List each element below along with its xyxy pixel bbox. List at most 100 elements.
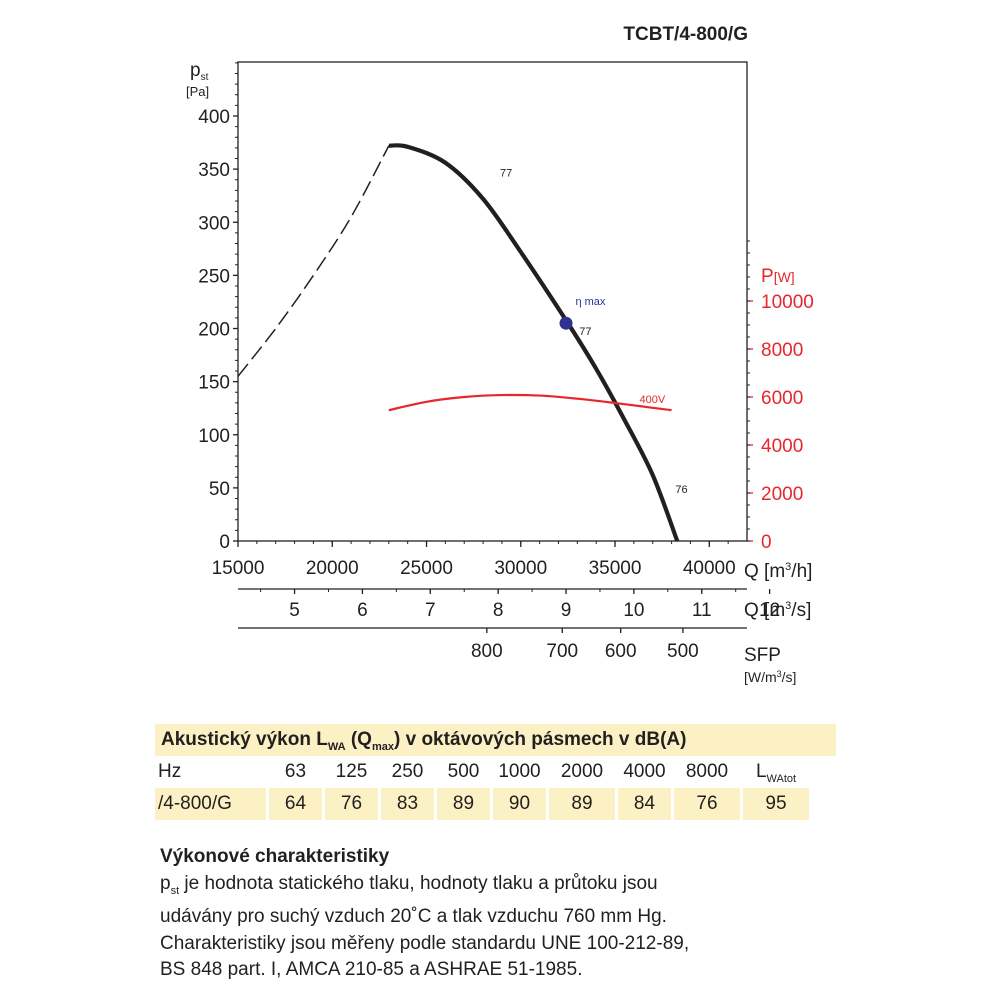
x-axis-label-m3h: Q [m3/h]: [744, 561, 812, 582]
sfp-unit-a: [W/m: [744, 669, 777, 685]
x-sfp-tick-label: 500: [667, 641, 699, 662]
x-m3s-tick-label: 10: [623, 600, 644, 621]
table-cell: /4-800/G: [155, 788, 266, 820]
y-left-unit: [Pa]: [186, 84, 209, 99]
table-header-cell: 125: [335, 761, 368, 782]
annotation-label: η max: [575, 296, 605, 308]
y-right-tick-label: 4000: [761, 436, 803, 457]
annotation-label: 77: [500, 168, 512, 180]
x-m3s-tick-label: 5: [289, 600, 300, 621]
x-m3s-tick-label: 9: [561, 600, 572, 621]
x-sfp-tick-label: 600: [605, 641, 637, 662]
acoustic-table-title: Akustický výkon LWA (Qmax) v oktávových …: [155, 724, 836, 756]
x-m3s-tick-label: 8: [493, 600, 504, 621]
y-right-tick-label: 2000: [761, 484, 803, 505]
table-cell: 84: [618, 788, 671, 820]
y-right-label-p: P: [761, 266, 774, 287]
annotation-label: 400V: [640, 394, 666, 406]
performance-title: Výkonové charakteristiky: [160, 846, 390, 867]
y-left-tick-label: 300: [198, 213, 230, 234]
x-axis-label-sfp: SFP: [744, 645, 781, 666]
y-left-tick-label: 50: [209, 479, 230, 500]
x-axis-label-m3s: Q [m3/s]: [744, 600, 811, 621]
x-axis-label-m3s-sup: 3: [785, 600, 791, 612]
performance-line-3: Charakteristiky jsou měřeny podle standa…: [160, 932, 690, 954]
pressure-curve-line: [388, 143, 680, 542]
x-axis-label-m3h-sup: 3: [785, 561, 791, 573]
acoustic-header-row: Hz 63 125 250 500 1000 2000 4000 8000 LW…: [155, 756, 836, 788]
sfp-unit-b: /s]: [782, 669, 797, 685]
table-cell: 83: [381, 788, 434, 820]
lwa-total-sub: WAtot: [766, 772, 797, 785]
performance-line-2: udávány pro suchý vzduch 20˚C a tlak vzd…: [160, 906, 667, 928]
y-right-label: P[W]: [761, 266, 795, 287]
annotation-label: 77: [579, 326, 591, 338]
x-m3s-tick-label: 7: [425, 600, 436, 621]
performance-notes: Výkonové charakteristiky pst je hodnota …: [160, 846, 860, 984]
ac-title-post: ) v oktávových pásmech v dB(A): [394, 729, 687, 750]
y-left-tick-label: 0: [219, 532, 230, 553]
p-subscript: st: [170, 884, 180, 897]
table-header-cell: 2000: [560, 761, 604, 782]
eta-max-point: [559, 316, 573, 330]
x-axis-label-m3h-a: Q [m: [744, 561, 785, 582]
y-right-tick-label: 10000: [761, 292, 814, 313]
lwa-total-label: L: [755, 761, 767, 782]
y-left-tick-label: 150: [198, 373, 230, 394]
axis-ticks: 0501001502002503003504000200040006000800…: [198, 62, 814, 662]
p-symbol: p: [160, 873, 171, 894]
table-cell: 90: [493, 788, 546, 820]
y-right-tick-label: 6000: [761, 388, 803, 409]
table-header-cell: 8000: [685, 761, 729, 782]
x-axis-unit-sfp: [W/m3/s]: [744, 669, 796, 685]
table-header-cell: Hz: [158, 761, 182, 782]
table-cell: 95: [743, 788, 809, 820]
y-left-label: pst: [190, 60, 209, 83]
table-header-cell: 500: [447, 761, 480, 782]
x-tick-label: 30000: [494, 558, 547, 579]
y-left-tick-label: 400: [198, 107, 230, 128]
annotations: 77 77 76 η max 400V: [500, 168, 688, 497]
ac-title-sub1: WA: [327, 740, 346, 753]
table-cell: 76: [325, 788, 378, 820]
y-right-tick-label: 0: [761, 532, 772, 553]
acoustic-data-row: /4-800/G 64 76 83 89 90 89 84 76 95: [155, 788, 836, 820]
y-left-tick-label: 250: [198, 266, 230, 287]
power-curve-line: [388, 393, 672, 412]
x-axis-label-m3s-b: /s]: [791, 600, 811, 621]
y-left-label-p: p: [190, 60, 201, 81]
y-left-tick-label: 350: [198, 160, 230, 181]
table-cell: 76: [674, 788, 740, 820]
y-left-tick-label: 200: [198, 320, 230, 341]
ac-title-pre: Akustický výkon L: [161, 729, 328, 750]
ac-title-sub2: max: [371, 740, 394, 753]
x-tick-label: 20000: [306, 558, 359, 579]
x-m3s-tick-label: 11: [692, 600, 712, 621]
y-right-tick-label: 8000: [761, 340, 803, 361]
x-axis-label-m3s-a: Q [m: [744, 600, 785, 621]
table-header-cell: 4000: [623, 761, 666, 782]
fan-performance-chart: TCBT/4-800/G pst [Pa] P[W] 0501001502002…: [186, 24, 814, 685]
table-cell: 89: [437, 788, 490, 820]
data-series: [237, 143, 680, 542]
pressure-curve-unstable-line: [237, 145, 390, 377]
x-tick-label: 40000: [683, 558, 736, 579]
x-m3s-tick-label: 12: [759, 600, 780, 621]
ac-title-mid: (Q: [345, 729, 372, 750]
x-m3s-tick-label: 6: [357, 600, 368, 621]
table-header-cell: 1000: [498, 761, 541, 782]
plot-frame: [237, 61, 748, 542]
x-tick-label: 35000: [589, 558, 642, 579]
chart-title: TCBT/4-800/G: [623, 24, 748, 45]
table-cell: 89: [549, 788, 615, 820]
table-header-cell: 63: [284, 761, 307, 782]
y-left-label-sub: st: [201, 72, 209, 83]
x-sfp-tick-label: 700: [546, 641, 578, 662]
acoustic-power-table: Akustický výkon LWA (Qmax) v oktávových …: [155, 724, 836, 820]
y-left-tick-label: 100: [198, 426, 230, 447]
table-cell: 64: [269, 788, 322, 820]
table-header-total: LWAtot: [743, 756, 809, 788]
x-axis-label-m3h-b: /h]: [791, 561, 812, 582]
table-header-cell: 250: [391, 761, 424, 782]
x-sfp-tick-label: 800: [471, 641, 503, 662]
